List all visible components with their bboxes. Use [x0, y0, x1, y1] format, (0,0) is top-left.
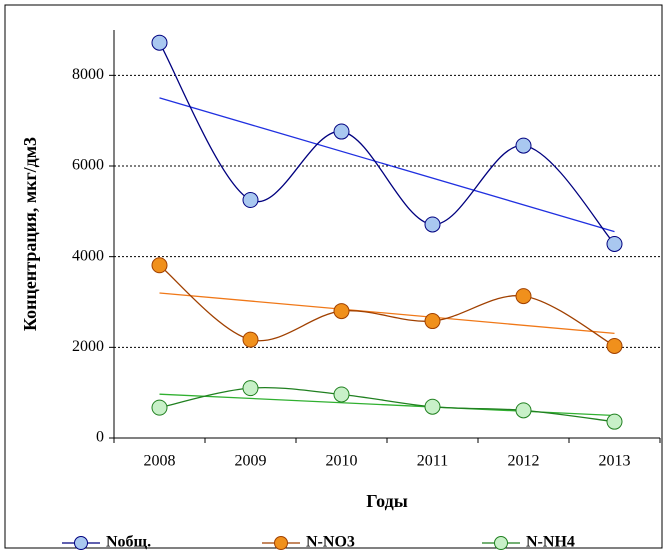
legend-label: N-NH4: [526, 534, 575, 551]
x-tick-label: 2013: [599, 453, 631, 470]
x-tick-label: 2011: [417, 453, 448, 470]
legend-label: N-NO3: [306, 534, 355, 551]
y-axis-label: Концентрация, мкг/дм3: [20, 137, 40, 331]
marker: [606, 413, 623, 430]
marker: [151, 34, 168, 51]
marker: [333, 303, 350, 320]
x-tick-label: 2008: [144, 453, 176, 470]
marker: [151, 257, 168, 274]
x-axis-label: Годы: [366, 491, 408, 511]
marker: [424, 313, 441, 330]
marker: [424, 398, 441, 415]
y-tick-label: 8000: [72, 66, 104, 83]
marker: [333, 386, 350, 403]
series-line: [159, 264, 615, 347]
marker: [606, 337, 623, 354]
y-tick-label: 6000: [72, 157, 104, 174]
marker: [242, 380, 259, 397]
legend-marker: [74, 536, 88, 550]
marker: [515, 137, 532, 154]
marker: [424, 216, 441, 233]
legend-label: Nобщ.: [106, 534, 151, 551]
marker: [151, 399, 168, 416]
marker: [242, 192, 259, 208]
trend-line: [159, 292, 615, 335]
y-tick-label: 0: [96, 429, 104, 446]
legend-marker: [274, 536, 288, 550]
x-tick-label: 2012: [508, 453, 540, 470]
series-line: [159, 387, 615, 423]
marker: [606, 235, 623, 252]
marker: [515, 288, 532, 305]
x-tick-label: 2010: [326, 453, 358, 470]
marker: [333, 123, 350, 140]
x-tick-label: 2009: [235, 453, 267, 470]
y-tick-label: 2000: [72, 338, 104, 355]
marker: [242, 331, 259, 348]
marker: [515, 402, 532, 419]
legend-marker: [494, 536, 508, 550]
trend-line: [159, 97, 615, 233]
y-tick-label: 4000: [72, 247, 104, 264]
